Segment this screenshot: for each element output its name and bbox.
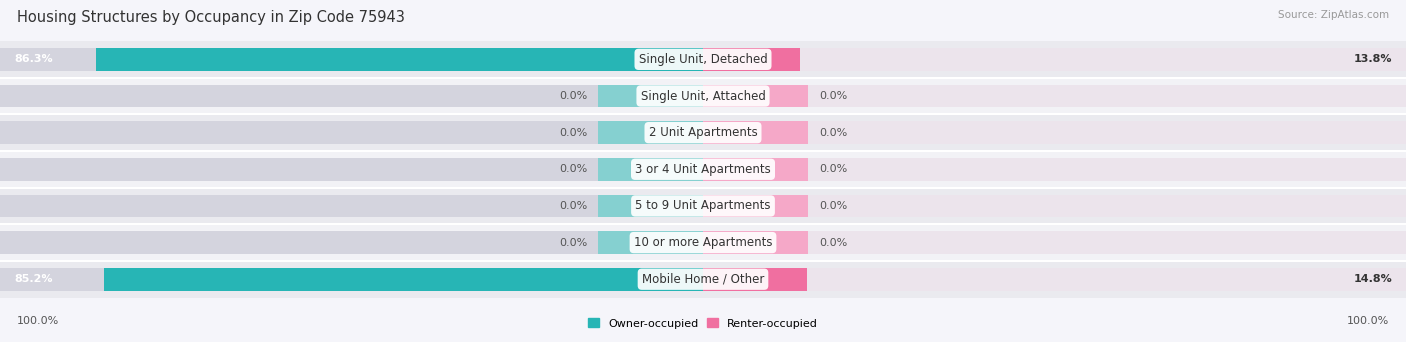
Bar [703,85,808,107]
Bar [598,85,703,107]
Bar [0,121,703,144]
Bar [703,121,808,144]
Text: 0.0%: 0.0% [558,201,588,211]
Bar [0,48,703,71]
Bar [0,268,703,291]
Bar [703,231,1406,254]
Text: Housing Structures by Occupancy in Zip Code 75943: Housing Structures by Occupancy in Zip C… [17,10,405,25]
Text: 0.0%: 0.0% [818,238,848,248]
Text: 0.0%: 0.0% [558,128,588,137]
Text: 14.8%: 14.8% [1353,274,1392,284]
Bar [598,231,703,254]
Bar [703,85,1406,107]
Bar [0,85,703,107]
Text: Single Unit, Detached: Single Unit, Detached [638,53,768,66]
Bar [598,158,703,181]
Bar [104,268,703,291]
Bar [598,195,703,217]
Text: Mobile Home / Other: Mobile Home / Other [641,273,765,286]
Text: 5 to 9 Unit Apartments: 5 to 9 Unit Apartments [636,199,770,212]
Bar [703,158,808,181]
Bar [703,158,1406,181]
Bar [703,121,1406,144]
Text: 2 Unit Apartments: 2 Unit Apartments [648,126,758,139]
Bar [703,195,808,217]
Text: 0.0%: 0.0% [818,91,848,101]
Text: 86.3%: 86.3% [14,54,52,64]
Text: 0.0%: 0.0% [558,91,588,101]
Text: 13.8%: 13.8% [1354,54,1392,64]
Text: 100.0%: 100.0% [17,316,59,327]
Text: 85.2%: 85.2% [14,274,52,284]
Bar [598,121,703,144]
Text: Source: ZipAtlas.com: Source: ZipAtlas.com [1278,10,1389,20]
Text: 0.0%: 0.0% [558,164,588,174]
Text: 3 or 4 Unit Apartments: 3 or 4 Unit Apartments [636,163,770,176]
Legend: Owner-occupied, Renter-occupied: Owner-occupied, Renter-occupied [583,314,823,333]
Bar [0,231,703,254]
Bar [703,48,800,71]
Bar [0,195,703,217]
Text: Single Unit, Attached: Single Unit, Attached [641,90,765,103]
Bar [703,195,1406,217]
Text: 0.0%: 0.0% [818,128,848,137]
Text: 0.0%: 0.0% [818,201,848,211]
Bar [703,268,1406,291]
Text: 100.0%: 100.0% [1347,316,1389,327]
Bar [97,48,703,71]
Bar [703,268,807,291]
Bar [703,231,808,254]
Text: 0.0%: 0.0% [558,238,588,248]
Bar [703,48,1406,71]
Text: 10 or more Apartments: 10 or more Apartments [634,236,772,249]
Text: 0.0%: 0.0% [818,164,848,174]
Bar [0,158,703,181]
